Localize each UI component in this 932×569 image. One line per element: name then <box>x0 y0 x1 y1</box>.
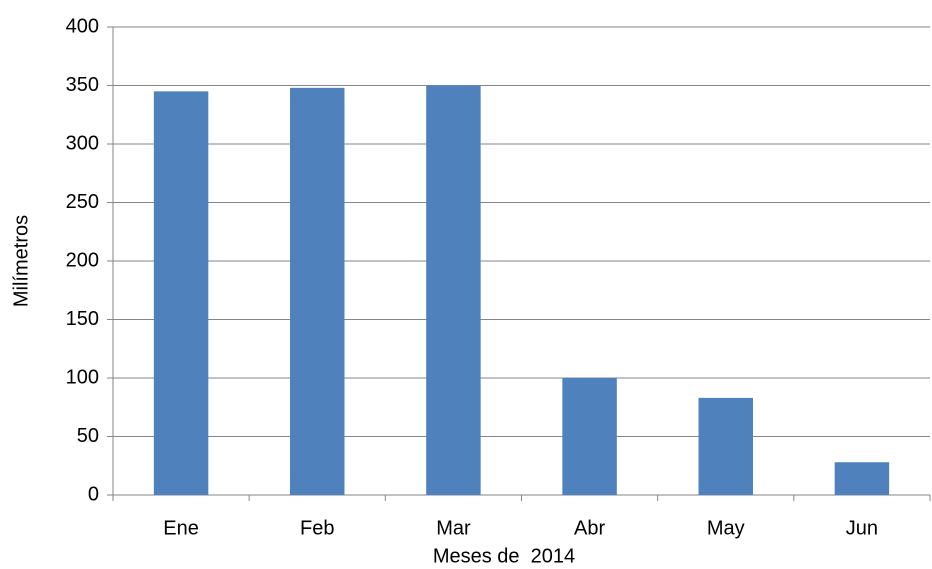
x-tick-label: Jun <box>846 517 878 539</box>
x-tick-label: Abr <box>574 517 605 539</box>
bar <box>698 397 753 495</box>
y-tick-label: 350 <box>66 74 99 96</box>
x-axis-label: Meses de 2014 <box>433 545 575 567</box>
y-tick-label: 400 <box>66 15 99 37</box>
y-tick-label: 100 <box>66 366 99 388</box>
bar <box>426 85 481 495</box>
y-axis-label: Milímetros <box>10 215 32 307</box>
bar <box>834 462 890 495</box>
y-tick-label: 250 <box>66 191 99 213</box>
bar <box>153 91 209 495</box>
y-tick-label: 150 <box>66 308 99 330</box>
y-tick-label: 0 <box>88 483 99 505</box>
y-tick-label: 200 <box>66 249 99 271</box>
x-tick-label: May <box>707 517 745 539</box>
x-tick-label: Mar <box>436 517 471 539</box>
bar <box>562 378 617 495</box>
bar <box>290 87 345 495</box>
y-tick-label: 50 <box>77 425 99 447</box>
y-tick-label: 300 <box>66 132 99 154</box>
x-tick-label: Ene <box>163 517 199 539</box>
x-tick-label: Feb <box>300 517 334 539</box>
